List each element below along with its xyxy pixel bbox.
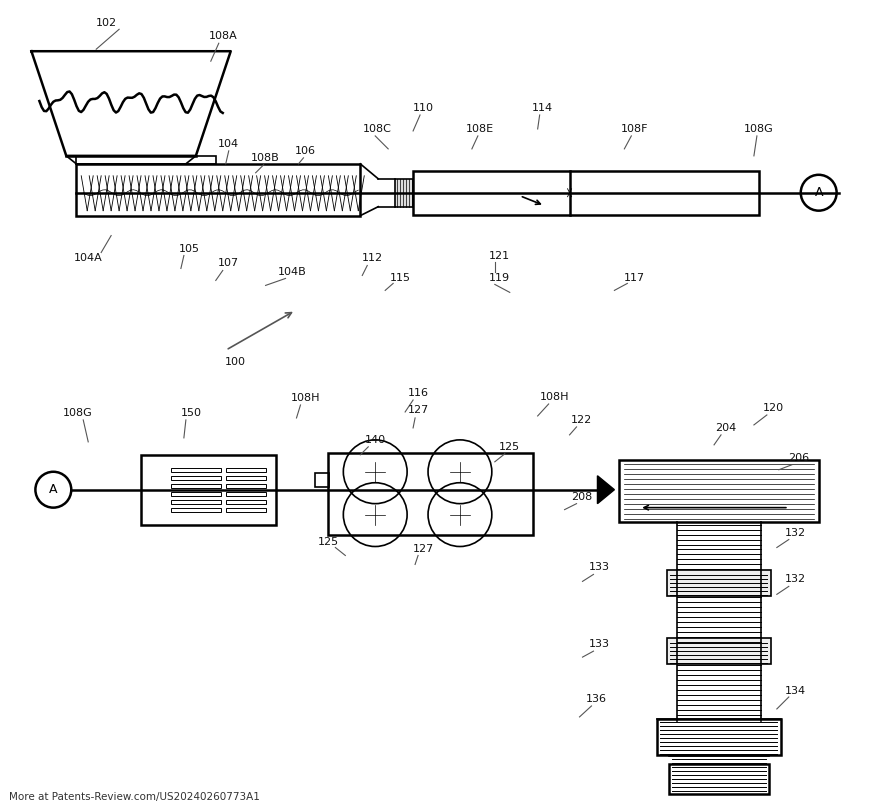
Bar: [315, 473, 329, 487]
Text: 140: 140: [364, 435, 385, 445]
Text: 108A: 108A: [209, 31, 237, 41]
Text: 108G: 108G: [744, 124, 774, 134]
Bar: [395, 179, 413, 206]
Text: 133: 133: [589, 563, 610, 572]
Text: 110: 110: [413, 103, 434, 113]
Bar: [328, 453, 532, 534]
Text: 121: 121: [489, 251, 510, 260]
Bar: [667, 638, 771, 664]
Text: 127: 127: [407, 405, 429, 415]
Text: 150: 150: [180, 408, 202, 418]
Text: 104A: 104A: [74, 252, 103, 263]
Bar: [171, 476, 221, 480]
Text: 108H: 108H: [539, 392, 569, 402]
Bar: [226, 500, 266, 504]
Text: 104B: 104B: [278, 268, 307, 277]
Bar: [171, 467, 221, 472]
Text: 204: 204: [715, 423, 737, 433]
Text: 134: 134: [785, 686, 806, 696]
Text: 116: 116: [407, 388, 429, 398]
Text: 125: 125: [499, 442, 520, 452]
Text: More at Patents-Review.com/US20240260773A1: More at Patents-Review.com/US20240260773…: [10, 791, 260, 802]
Text: 102: 102: [96, 19, 117, 28]
Text: 115: 115: [390, 273, 411, 284]
Text: A: A: [49, 484, 57, 496]
Bar: [226, 476, 266, 480]
Text: 208: 208: [571, 492, 592, 501]
Bar: [171, 484, 221, 488]
Text: 107: 107: [218, 259, 239, 268]
Bar: [226, 492, 266, 496]
Bar: [226, 508, 266, 512]
Bar: [171, 492, 221, 496]
Text: 120: 120: [763, 403, 784, 413]
Text: 108B: 108B: [251, 153, 280, 163]
Text: 108C: 108C: [363, 124, 392, 134]
Text: 108H: 108H: [290, 393, 320, 403]
Text: 108E: 108E: [466, 124, 494, 134]
Text: 108F: 108F: [620, 124, 648, 134]
Text: 112: 112: [362, 254, 383, 264]
Text: 206: 206: [788, 453, 810, 463]
Text: A: A: [815, 186, 823, 199]
Bar: [77, 156, 216, 164]
Text: 136: 136: [586, 694, 607, 704]
Bar: [667, 571, 771, 596]
Text: 108G: 108G: [62, 408, 92, 418]
Text: 125: 125: [318, 537, 339, 546]
Text: 100: 100: [225, 357, 246, 368]
Bar: [171, 508, 221, 512]
Bar: [669, 764, 769, 794]
Bar: [413, 171, 759, 214]
Bar: [620, 459, 818, 521]
Text: 133: 133: [589, 639, 610, 649]
Text: 117: 117: [624, 273, 645, 284]
Polygon shape: [598, 476, 614, 504]
Text: 132: 132: [785, 528, 806, 538]
Text: 122: 122: [571, 415, 592, 425]
Text: 105: 105: [179, 243, 200, 254]
Text: 104: 104: [218, 139, 239, 149]
Text: 127: 127: [413, 545, 434, 555]
Bar: [226, 467, 266, 472]
Text: 119: 119: [489, 273, 510, 284]
Bar: [77, 164, 360, 216]
Text: 106: 106: [295, 146, 316, 156]
Bar: [657, 719, 781, 754]
Text: 132: 132: [785, 575, 806, 584]
Text: 114: 114: [532, 103, 554, 113]
Bar: [226, 484, 266, 488]
Bar: [171, 500, 221, 504]
Bar: [141, 455, 275, 525]
